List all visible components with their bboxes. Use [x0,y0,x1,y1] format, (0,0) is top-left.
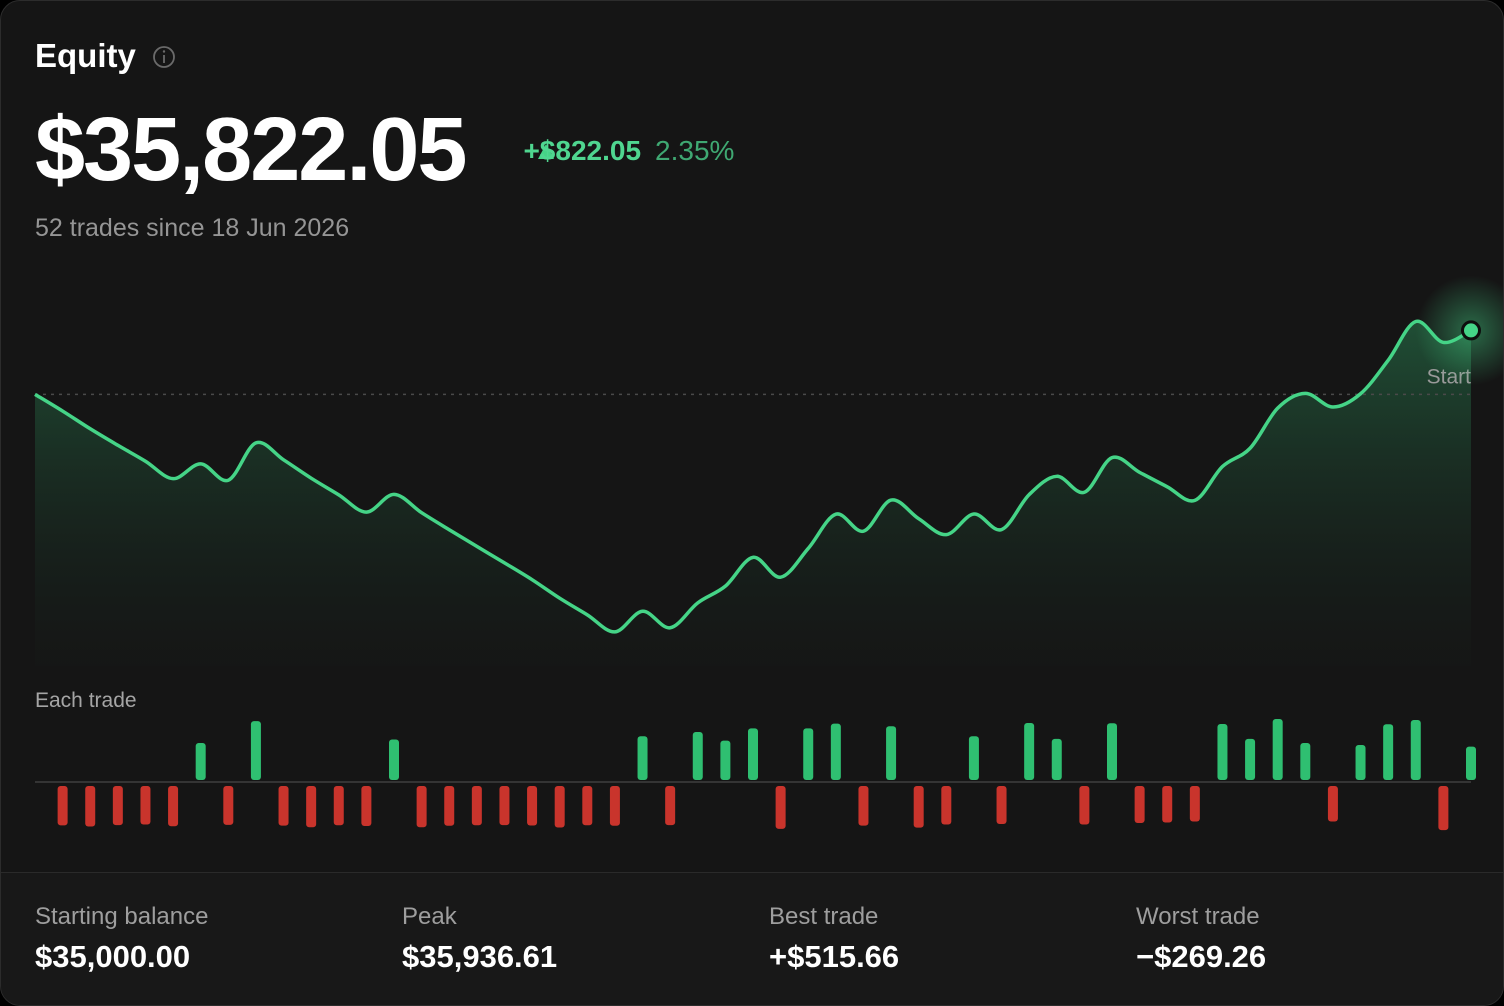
trade-bar [803,728,814,780]
trade-bar [195,742,206,780]
trade-bar [720,740,731,780]
trade-bar [1079,786,1090,825]
equity-line [34,319,1472,634]
trade-bar [1300,742,1311,780]
trade-bar [941,786,952,825]
equity-value: $35,822.05 [35,100,467,200]
trade-bar [858,786,869,826]
trade-bar [665,786,676,826]
stat-value: +$515.66 [769,939,900,974]
stat-value: $35,000.00 [35,939,191,974]
trade-bar [389,739,399,780]
trade-bar [637,736,648,780]
trade-bar [250,721,261,780]
title: Equity [35,37,136,74]
trade-bar [57,786,68,826]
up-arrow [538,144,554,159]
trade-bar [306,786,317,828]
info-icon[interactable] [153,46,175,68]
stats-footer [1,872,1503,1005]
trade-bar [1024,723,1035,780]
stat-label: Worst trade [1136,903,1260,930]
stat-value: −$269.26 [1136,939,1267,974]
trade-bar [830,723,841,780]
trade-bar [554,786,565,828]
trade-bar [1438,786,1449,831]
stat-label: Best trade [769,903,879,930]
value-row: $35,822.05 +$822.05 2.35% [35,99,734,202]
end-glow [1416,275,1503,386]
trade-bar [1051,738,1062,780]
trade-bar [499,786,510,826]
trade-bar [361,786,372,827]
change-percent: 2.35% [655,134,735,166]
trade-bar [748,728,758,780]
trade-bar [886,726,897,780]
trade-bar [1107,723,1117,780]
trade-bar [527,786,538,826]
trade-bar [1327,786,1338,822]
change-amount: +$822.05 [523,134,642,166]
trade-bar [1383,724,1394,780]
trade-bar [1162,786,1173,823]
trade-bar [1355,744,1366,780]
trade-bar [1410,719,1421,780]
equity-area [35,321,1471,666]
trade-bar [1272,719,1283,780]
trade-bar [168,786,179,827]
trade-bar [692,731,703,780]
section-label: Each trade [35,689,137,712]
info-icon-dot [162,50,166,53]
trade-bar [1217,723,1228,780]
trade-bar [140,786,151,825]
trade-bar [223,786,234,825]
trade-bar [85,786,96,827]
trade-bar [582,786,593,826]
trade-bar [278,786,289,826]
end-dot [1461,320,1481,341]
trade-bar [775,786,786,829]
trade-bar [913,786,924,828]
trade-bar [112,786,123,826]
stat-label: Peak [402,903,457,930]
trade-bar [968,736,979,780]
trade-bar [444,786,455,826]
trade-bar [333,786,344,826]
trade-bar [1466,746,1476,780]
trade-bar [471,786,482,826]
trade-bar [996,786,1007,824]
trade-bar [609,786,620,826]
trade-bar [1189,786,1200,822]
stat-value: $35,936.61 [402,939,558,974]
stat-label: Starting balance [35,903,209,930]
trade-bar [1134,786,1145,824]
subtitle: 52 trades since 18 Jun 2026 [35,214,350,242]
trade-bar [416,786,427,828]
trade-bar [1245,738,1256,780]
